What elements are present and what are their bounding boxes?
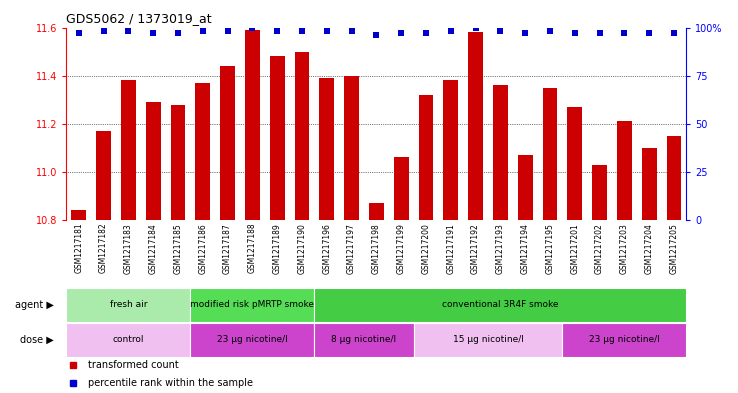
Bar: [190, 323, 314, 357]
Bar: [294, 51, 309, 220]
Bar: [121, 81, 136, 220]
Text: conventional 3R4F smoke: conventional 3R4F smoke: [442, 300, 559, 309]
Bar: [617, 121, 632, 220]
Bar: [196, 83, 210, 220]
Text: percentile rank within the sample: percentile rank within the sample: [88, 378, 253, 388]
Bar: [344, 75, 359, 220]
Bar: [568, 107, 582, 220]
Bar: [666, 136, 681, 220]
Bar: [270, 56, 285, 220]
Bar: [190, 288, 314, 321]
Bar: [314, 323, 413, 357]
Bar: [369, 203, 384, 220]
Bar: [320, 78, 334, 220]
Bar: [170, 105, 185, 220]
Bar: [413, 323, 562, 357]
Bar: [493, 85, 508, 220]
Bar: [314, 288, 686, 321]
Text: agent ▶: agent ▶: [15, 299, 54, 310]
Bar: [468, 32, 483, 220]
Bar: [72, 210, 86, 220]
Bar: [66, 288, 190, 321]
Text: control: control: [113, 336, 144, 344]
Bar: [220, 66, 235, 220]
Bar: [394, 158, 409, 220]
Text: dose ▶: dose ▶: [20, 335, 54, 345]
Text: 15 μg nicotine/l: 15 μg nicotine/l: [452, 336, 523, 344]
Bar: [592, 165, 607, 220]
Bar: [562, 323, 686, 357]
Bar: [444, 81, 458, 220]
Bar: [642, 148, 657, 220]
Bar: [245, 30, 260, 220]
Bar: [146, 102, 161, 220]
Bar: [96, 131, 111, 220]
Text: transformed count: transformed count: [88, 360, 179, 371]
Bar: [518, 155, 533, 220]
Text: GDS5062 / 1373019_at: GDS5062 / 1373019_at: [66, 12, 212, 25]
Text: modified risk pMRTP smoke: modified risk pMRTP smoke: [190, 300, 314, 309]
Text: 23 μg nicotine/l: 23 μg nicotine/l: [589, 336, 660, 344]
Text: 23 μg nicotine/l: 23 μg nicotine/l: [217, 336, 288, 344]
Bar: [66, 323, 190, 357]
Text: 8 μg nicotine/l: 8 μg nicotine/l: [331, 336, 396, 344]
Text: fresh air: fresh air: [110, 300, 147, 309]
Bar: [542, 88, 557, 220]
Bar: [418, 95, 433, 220]
